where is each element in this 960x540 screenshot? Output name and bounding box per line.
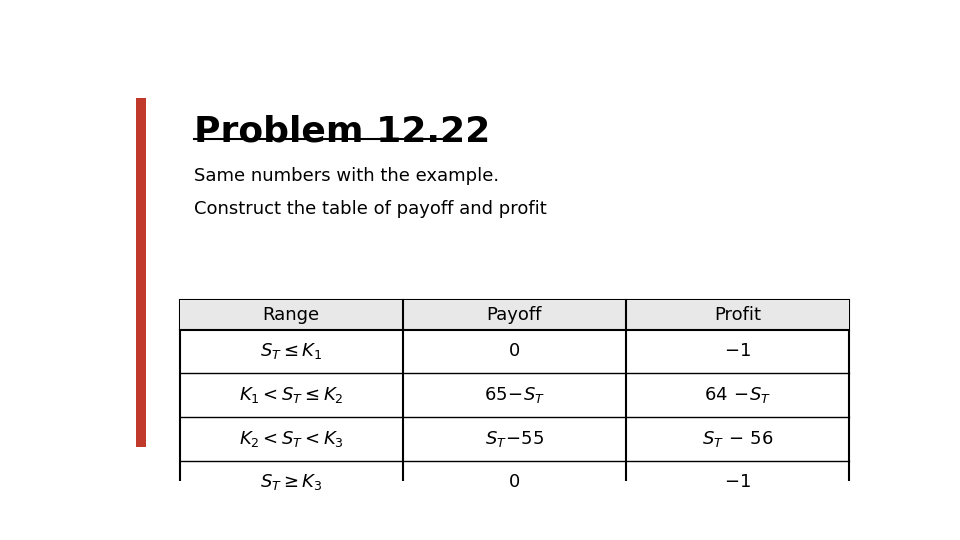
Text: $S_T \leq K_1$: $S_T \leq K_1$ (260, 341, 323, 361)
Text: $64\,-\!S_T$: $64\,-\!S_T$ (704, 385, 771, 405)
Text: Same numbers with the example.: Same numbers with the example. (194, 167, 499, 185)
Text: $65\!-\!S_T$: $65\!-\!S_T$ (484, 385, 545, 405)
Text: Payoff: Payoff (487, 306, 542, 323)
Text: Construct the table of payoff and profit: Construct the table of payoff and profit (194, 200, 547, 218)
Text: $K_2 < S_T < K_3$: $K_2 < S_T < K_3$ (239, 429, 344, 449)
Text: $-1$: $-1$ (724, 342, 751, 361)
Text: Profit: Profit (714, 306, 761, 323)
FancyBboxPatch shape (136, 98, 146, 447)
Text: Range: Range (262, 306, 320, 323)
Text: $-1$: $-1$ (724, 474, 751, 491)
FancyBboxPatch shape (180, 300, 849, 329)
Text: $0$: $0$ (508, 342, 520, 361)
Text: $S_T \geq K_3$: $S_T \geq K_3$ (260, 472, 323, 492)
Text: $S_T\,-\,56$: $S_T\,-\,56$ (702, 429, 773, 449)
Text: $0$: $0$ (508, 474, 520, 491)
Text: Problem 12.22: Problem 12.22 (194, 114, 491, 148)
Text: $S_T\!-\!55$: $S_T\!-\!55$ (485, 429, 544, 449)
Text: $K_1 < S_T \leq K_2$: $K_1 < S_T \leq K_2$ (239, 385, 344, 405)
FancyBboxPatch shape (180, 300, 849, 504)
